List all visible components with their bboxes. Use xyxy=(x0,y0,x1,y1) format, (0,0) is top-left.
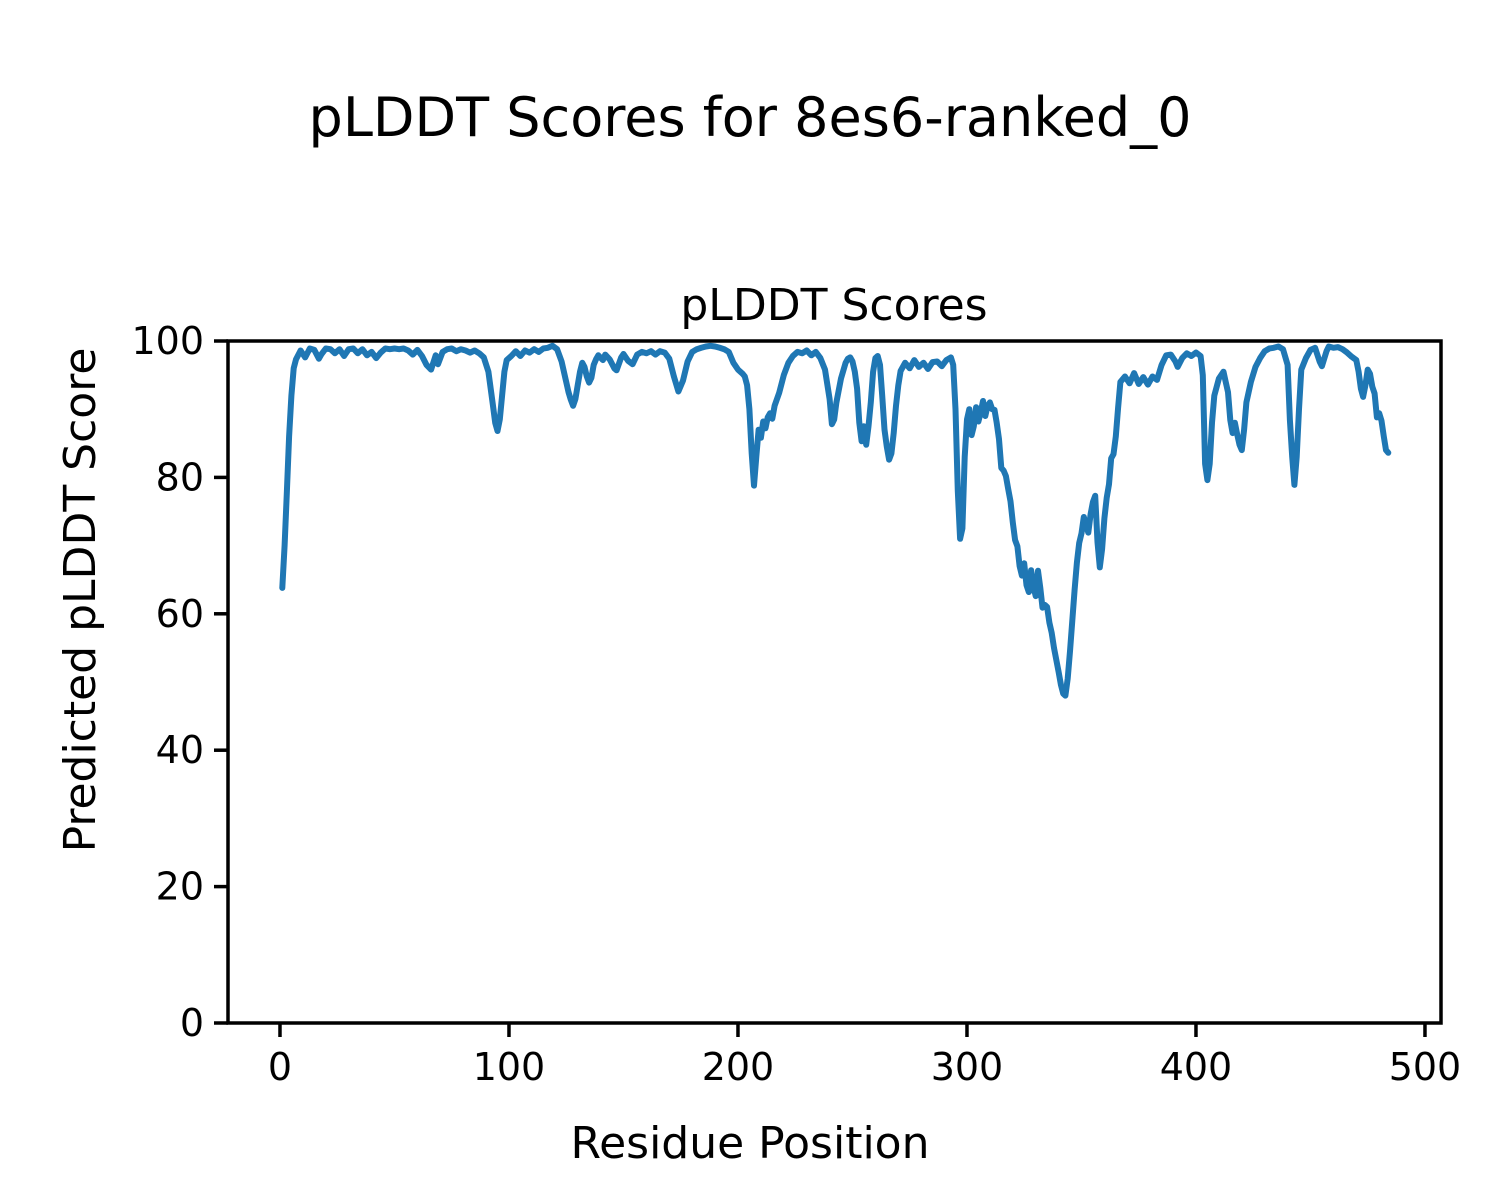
x-tick-label: 100 xyxy=(473,1045,546,1089)
y-tick-label: 100 xyxy=(131,319,204,363)
plddt-score-line xyxy=(279,342,1392,699)
x-axis-ticks: 0 100 200 300 400 500 xyxy=(268,1023,1461,1089)
y-axis-label: Predicted pLDDT Score xyxy=(55,348,106,853)
plot-area-border xyxy=(226,339,1443,1025)
y-tick-label: 80 xyxy=(156,455,204,499)
y-tick-label: 40 xyxy=(156,728,204,772)
x-tick-label: 400 xyxy=(1160,1045,1233,1089)
y-tick-label: 0 xyxy=(180,1001,204,1045)
x-tick-label: 300 xyxy=(931,1045,1004,1089)
x-tick-label: 200 xyxy=(702,1045,775,1089)
y-axis-ticks: 0 20 40 60 80 100 xyxy=(131,319,228,1045)
series-group xyxy=(279,342,1392,699)
x-tick-label: 0 xyxy=(268,1045,292,1089)
y-tick-label: 60 xyxy=(156,592,204,636)
y-tick-label: 20 xyxy=(156,865,204,909)
x-tick-label: 500 xyxy=(1389,1045,1462,1089)
axes-title: pLDDT Scores xyxy=(680,280,987,331)
x-axis-label: Residue Position xyxy=(570,1118,929,1169)
figure-suptitle: pLDDT Scores for 8es6-ranked_0 xyxy=(309,86,1192,149)
